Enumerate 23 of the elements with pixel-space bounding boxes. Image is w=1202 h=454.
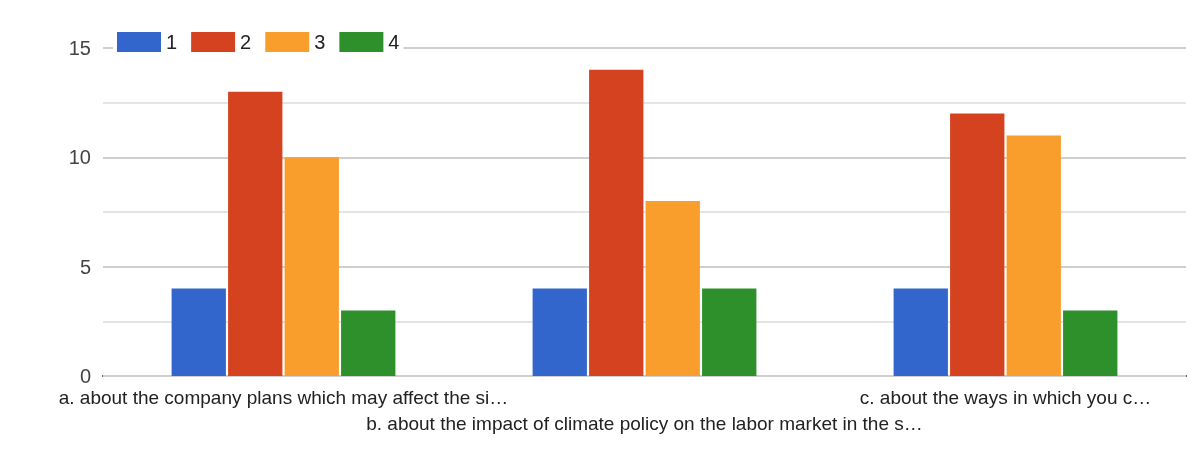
x-tick-label: a. about the company plans which may affect the si… <box>58 386 509 408</box>
bar <box>284 157 339 376</box>
x-tick-label: b. about the impact of climate policy on the labor market in the s… <box>366 412 923 434</box>
y-tick-label: 0 <box>79 365 91 387</box>
x-tick-label: c. about the ways in which you c… <box>859 386 1152 408</box>
bar <box>228 91 283 376</box>
bar <box>645 201 700 376</box>
legend-label: 2 <box>240 31 252 53</box>
y-tick-label: 5 <box>79 255 91 278</box>
bar <box>702 288 757 376</box>
bar <box>1006 135 1061 376</box>
bar <box>1063 310 1118 376</box>
y-tick-label: 10 <box>68 146 91 169</box>
y-tick-label: 15 <box>68 37 91 59</box>
legend-label: 4 <box>388 31 400 53</box>
bar <box>171 288 226 376</box>
bar <box>589 69 644 376</box>
bar <box>341 310 396 376</box>
bar <box>950 113 1005 376</box>
bar <box>893 288 948 376</box>
legend-label: 1 <box>166 31 178 53</box>
legend-label: 3 <box>314 31 326 53</box>
bar <box>532 288 587 376</box>
